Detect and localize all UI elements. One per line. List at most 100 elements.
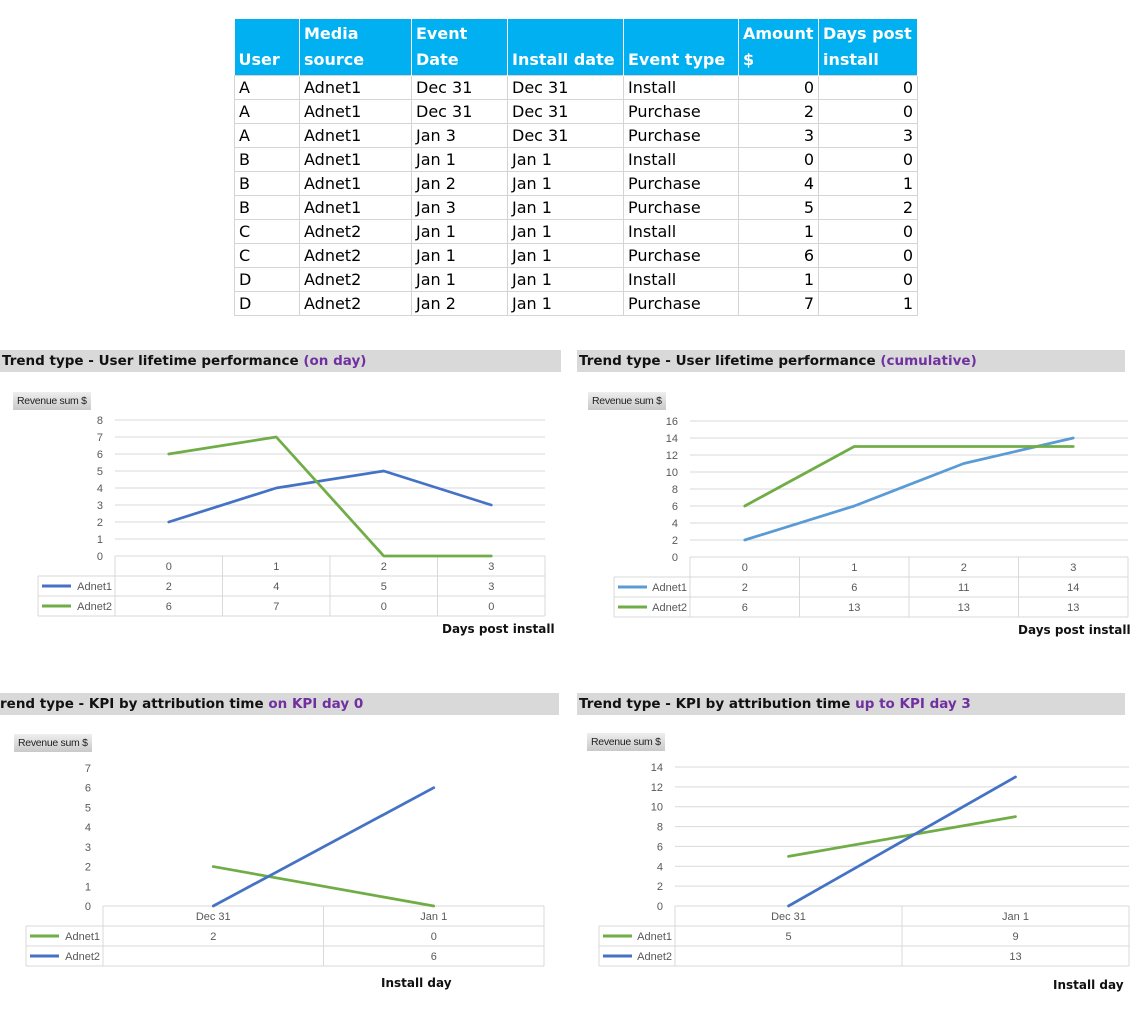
table-cell[interactable]: Adnet1 bbox=[300, 172, 412, 196]
data-table-value: 0 bbox=[381, 601, 387, 613]
table-cell[interactable]: Purchase bbox=[624, 196, 739, 220]
table-cell[interactable]: Adnet1 bbox=[300, 148, 412, 172]
table-cell[interactable]: 0 bbox=[739, 76, 819, 100]
table-cell[interactable]: Jan 3 bbox=[412, 124, 508, 148]
data-table-value: 5 bbox=[785, 931, 791, 943]
column-header-line: source bbox=[304, 47, 407, 73]
table-cell[interactable]: 0 bbox=[819, 76, 918, 100]
table-cell[interactable]: Adnet2 bbox=[300, 292, 412, 316]
data-table-value: 6 bbox=[166, 601, 172, 613]
table-cell[interactable]: Adnet2 bbox=[300, 268, 412, 292]
table-cell[interactable]: Purchase bbox=[624, 292, 739, 316]
table-cell[interactable]: Purchase bbox=[624, 172, 739, 196]
table-cell[interactable]: C bbox=[235, 244, 300, 268]
table-cell[interactable]: Jan 1 bbox=[412, 220, 508, 244]
x-category-label: 3 bbox=[488, 561, 494, 573]
table-cell[interactable]: Jan 1 bbox=[508, 172, 624, 196]
table-cell[interactable]: Dec 31 bbox=[508, 76, 624, 100]
table-cell[interactable]: Adnet1 bbox=[300, 196, 412, 220]
table-cell[interactable]: Install bbox=[624, 76, 739, 100]
data-table-value: 7 bbox=[273, 601, 279, 613]
table-cell[interactable]: 1 bbox=[739, 220, 819, 244]
table-cell[interactable]: Jan 3 bbox=[412, 196, 508, 220]
table-cell[interactable]: Dec 31 bbox=[508, 124, 624, 148]
y-axis-field-button[interactable]: Revenue sum $ bbox=[587, 733, 665, 751]
data-table-value: 6 bbox=[851, 582, 857, 594]
y-tick-label: 3 bbox=[85, 842, 91, 854]
table-cell[interactable]: Adnet2 bbox=[300, 244, 412, 268]
y-axis-field-button[interactable]: Revenue sum $ bbox=[14, 734, 92, 752]
table-cell[interactable]: Dec 31 bbox=[412, 100, 508, 124]
table-cell[interactable]: Jan 1 bbox=[508, 268, 624, 292]
table-cell[interactable]: 7 bbox=[739, 292, 819, 316]
x-axis-title: Days post install bbox=[442, 622, 555, 636]
table-cell[interactable]: A bbox=[235, 124, 300, 148]
table-cell[interactable]: D bbox=[235, 268, 300, 292]
table-cell[interactable]: Jan 1 bbox=[412, 244, 508, 268]
table-cell[interactable]: 0 bbox=[819, 220, 918, 244]
table-cell[interactable]: 2 bbox=[739, 100, 819, 124]
table-cell[interactable]: Purchase bbox=[624, 100, 739, 124]
table-cell[interactable]: Jan 1 bbox=[508, 148, 624, 172]
table-cell[interactable]: D bbox=[235, 292, 300, 316]
column-header-line: Install date bbox=[512, 47, 619, 73]
chart-title-text: Trend type - KPI by attribution time bbox=[579, 696, 850, 712]
legend-label: Adnet1 bbox=[652, 582, 687, 594]
table-cell[interactable]: 3 bbox=[739, 124, 819, 148]
y-tick-label: 3 bbox=[97, 500, 103, 512]
table-cell[interactable]: Jan 1 bbox=[412, 268, 508, 292]
table-cell[interactable]: 0 bbox=[819, 268, 918, 292]
table-cell[interactable]: Jan 2 bbox=[412, 292, 508, 316]
table-cell[interactable]: Jan 1 bbox=[508, 244, 624, 268]
table-cell[interactable]: 2 bbox=[819, 196, 918, 220]
table-cell[interactable]: 0 bbox=[819, 148, 918, 172]
table-cell[interactable]: Purchase bbox=[624, 244, 739, 268]
chart-title-highlight: up to KPI day 3 bbox=[855, 696, 971, 712]
table-cell[interactable]: Dec 31 bbox=[508, 100, 624, 124]
y-axis-field-button[interactable]: Revenue sum $ bbox=[588, 392, 666, 410]
table-cell[interactable]: Install bbox=[624, 268, 739, 292]
table-cell[interactable]: Jan 1 bbox=[508, 220, 624, 244]
data-table-value: 4 bbox=[273, 581, 279, 593]
table-cell[interactable]: 0 bbox=[819, 100, 918, 124]
column-header-line: Amount bbox=[743, 21, 814, 47]
table-cell[interactable]: B bbox=[235, 148, 300, 172]
table-cell[interactable]: Jan 2 bbox=[412, 172, 508, 196]
table-cell[interactable]: B bbox=[235, 172, 300, 196]
table-cell[interactable]: A bbox=[235, 100, 300, 124]
table-cell[interactable]: 6 bbox=[739, 244, 819, 268]
table-cell[interactable]: 1 bbox=[819, 172, 918, 196]
table-cell[interactable]: 0 bbox=[739, 148, 819, 172]
table-cell[interactable]: Dec 31 bbox=[412, 76, 508, 100]
table-cell[interactable]: Adnet1 bbox=[300, 100, 412, 124]
table-cell[interactable]: Adnet1 bbox=[300, 76, 412, 100]
table-cell[interactable]: B bbox=[235, 196, 300, 220]
table-cell[interactable]: C bbox=[235, 220, 300, 244]
chart-title-highlight: on KPI day 0 bbox=[268, 696, 363, 712]
table-cell[interactable]: 0 bbox=[819, 244, 918, 268]
table-cell[interactable]: 1 bbox=[739, 268, 819, 292]
column-header: User bbox=[235, 19, 300, 76]
chart-title: rend type - KPI by attribution time on K… bbox=[0, 693, 559, 715]
table-cell[interactable]: 5 bbox=[739, 196, 819, 220]
table-cell[interactable]: Jan 1 bbox=[508, 292, 624, 316]
table-cell[interactable]: 3 bbox=[819, 124, 918, 148]
table-cell[interactable]: 1 bbox=[819, 292, 918, 316]
table-cell[interactable]: Purchase bbox=[624, 124, 739, 148]
y-axis-field-button[interactable]: Revenue sum $ bbox=[13, 392, 91, 410]
table-cell[interactable]: Jan 1 bbox=[508, 196, 624, 220]
table-cell[interactable]: Adnet1 bbox=[300, 124, 412, 148]
legend-label: Adnet1 bbox=[637, 931, 672, 943]
y-tick-label: 4 bbox=[657, 861, 663, 873]
table-cell[interactable]: 4 bbox=[739, 172, 819, 196]
table-cell[interactable]: Adnet2 bbox=[300, 220, 412, 244]
table-cell[interactable]: A bbox=[235, 76, 300, 100]
table-cell[interactable]: Install bbox=[624, 148, 739, 172]
table-cell[interactable]: Install bbox=[624, 220, 739, 244]
table-cell[interactable]: Jan 1 bbox=[412, 148, 508, 172]
